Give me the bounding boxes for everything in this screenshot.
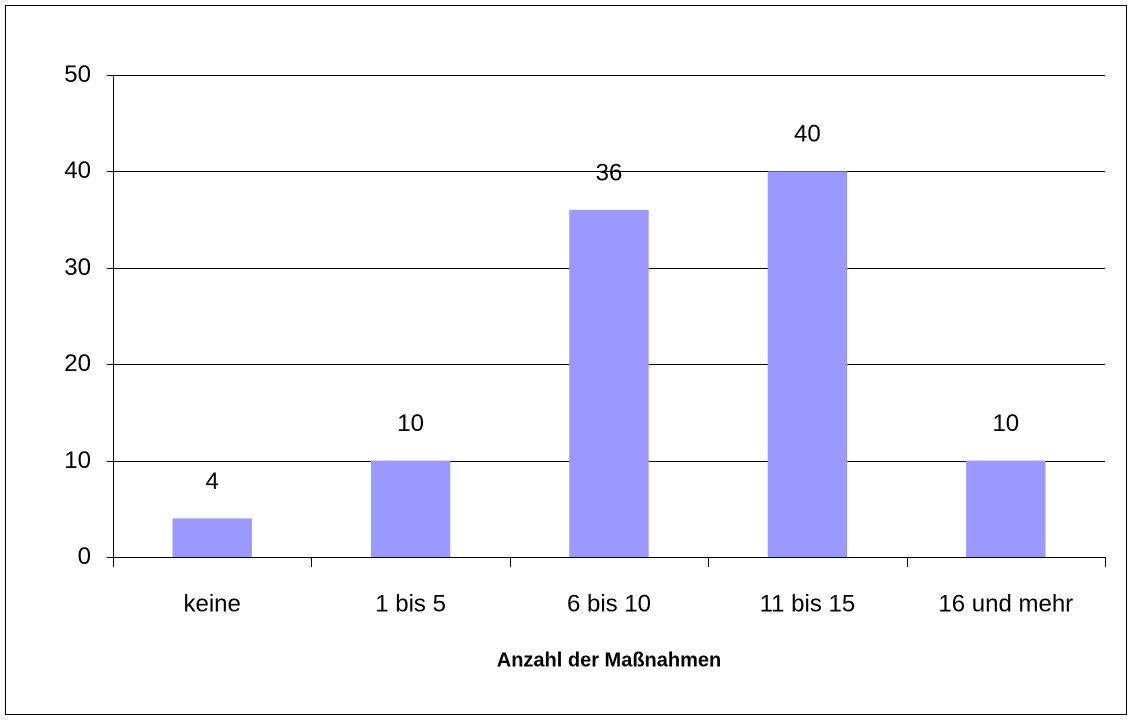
y-tick-label: 50 <box>64 61 91 88</box>
y-tick-label: 20 <box>64 350 91 377</box>
bar <box>569 209 649 557</box>
y-tick-label: 10 <box>64 447 91 474</box>
y-tick-label: 40 <box>64 157 91 184</box>
x-tick-label: keine <box>184 590 241 617</box>
y-tick-label: 0 <box>78 543 91 570</box>
y-tick-label: 30 <box>64 254 91 281</box>
x-tick-label: 1 bis 5 <box>375 590 446 617</box>
data-label: 10 <box>992 410 1019 437</box>
chart-border <box>5 5 1127 715</box>
bar <box>966 460 1046 557</box>
x-tick-label: 11 bis 15 <box>760 590 856 617</box>
x-axis-title: Anzahl der Maßnahmen <box>497 649 721 671</box>
data-label: 40 <box>794 121 821 148</box>
x-tick-label: 6 bis 10 <box>567 590 651 617</box>
bar <box>370 460 451 557</box>
x-tick-label: 16 und mehr <box>938 590 1073 617</box>
data-label: 10 <box>397 410 424 437</box>
data-label: 4 <box>206 468 219 495</box>
data-label: 36 <box>596 159 623 186</box>
bar <box>172 518 252 557</box>
bar <box>767 171 848 557</box>
